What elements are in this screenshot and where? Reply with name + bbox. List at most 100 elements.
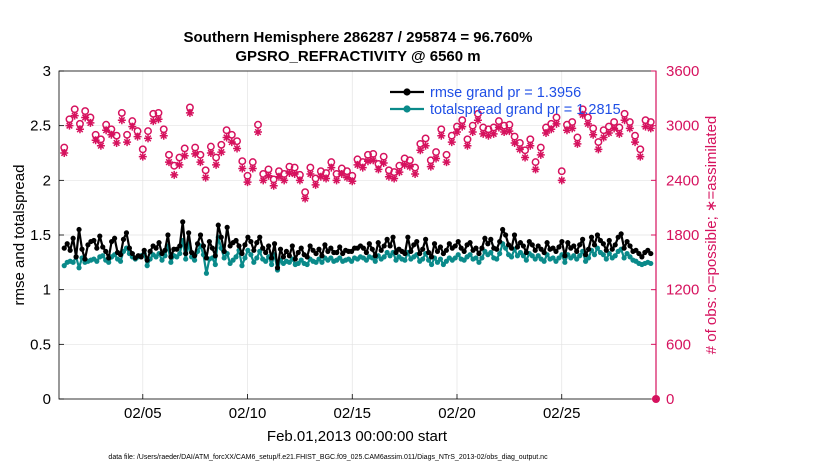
obs-assimilated-point [599,133,608,142]
totalspread-series-point [603,256,609,262]
totalspread-series-point [94,258,100,264]
totalspread-series-point [494,256,500,262]
obs-possible-point [123,130,132,139]
rmse-series-point [612,242,618,248]
rmse-series-point [577,242,583,248]
obs-assimilated-point [531,165,540,174]
obs-assimilated-point [306,169,315,178]
obs-possible-point [196,150,205,159]
obs-assimilated-point [133,132,142,141]
rmse-series-point [423,236,429,242]
totalspread-series-point [488,249,494,256]
obs-assimilated-point [479,129,488,138]
rmse-series-point [574,248,580,254]
obs-assimilated-point [269,181,278,190]
obs-assimilated-point [594,145,603,154]
rmse-series-point [511,232,518,238]
rmse-series-point [606,237,612,244]
totalspread-series-point [420,256,426,262]
totalspread-series-point [248,252,254,258]
rmse-series-point [434,248,441,254]
totalspread-series-point [523,257,529,263]
obs-assimilated-point [212,160,221,169]
totalspread-series-point [437,256,444,262]
obs-assimilated-point [290,169,299,178]
rmse-series-point [117,252,124,258]
obs-assimilated-point [238,164,247,173]
obs-assimilated-point [254,128,262,137]
obs-possible-point [201,166,210,175]
x-axis-label: Feb.01,2013 00:00:00 start [267,428,448,445]
rmse-series-point [494,246,500,252]
totalspread-series-point [183,256,189,262]
rmse-series-point [479,245,485,251]
rmse-series-point [544,240,550,246]
obs-assimilated-point [379,159,388,168]
obs-assimilated-point [641,122,650,131]
obs-assimilated-point [86,118,95,127]
y-left-tick-label: 0.5 [30,336,51,353]
rmse-series-point [390,234,396,240]
obs-assimilated-point [159,131,168,140]
rmse-series-point [141,247,147,253]
obs-assimilated-point [316,172,325,181]
obs-assimilated-point [81,113,90,122]
obs-assimilated-point [123,138,132,147]
rmse-series-point [319,253,325,259]
obs-assimilated-point [117,116,126,125]
obs-assimilated-point [458,122,467,131]
obs-assimilated-point [484,131,493,140]
rmse-series-point [200,243,207,249]
obs-assimilated-point [453,128,461,137]
obs-assimilated-point [615,129,624,138]
totalspread-series-point [251,259,257,265]
obs-assimilated-point [589,130,598,139]
obs-possible-point [254,120,262,129]
y-axis-left-ticks: 0 0.5 1 1.5 2 2.5 3 [30,63,64,408]
obs-assimilated-point [536,150,545,159]
rmse-series-point [369,246,375,252]
obs-possible-point [222,126,231,135]
totalspread-series-point [144,263,150,269]
obs-assimilated-point [280,176,289,185]
obs-assimilated-point [138,152,147,161]
legend-spread-label: totalspread grand pr = 1.2815 [430,102,621,118]
rmse-series-point [91,237,97,244]
rmse-series-point [260,245,266,251]
totalspread-series [61,234,654,276]
obs-possible-point [536,143,545,152]
rmse-series-point [209,245,215,251]
y-left-tick-label: 2 [43,172,51,189]
rmse-series-point [508,245,515,251]
obs-assimilated-point [557,176,566,185]
obs-assimilated-point [515,145,524,154]
rmse-series-point [236,243,242,249]
rmse-series-point [147,248,153,254]
rmse-series-point [580,236,586,242]
obs-assimilated-point [547,125,556,134]
rmse-series-point [360,245,367,251]
rmse-series-point [111,235,118,241]
rmse-series-point [585,246,592,252]
obs-assimilated-point [144,134,153,143]
obs-possible-point [217,140,226,149]
rmse-series-point [594,232,601,238]
obs-assimilated-point [65,121,74,130]
obs-possible-point [557,167,566,176]
obs-possible-point [212,153,221,162]
y-right-tick-label: 2400 [666,172,699,189]
obs-assimilated-point [217,148,226,157]
obs-assimilated-point [206,149,215,157]
rmse-series-point [381,243,387,249]
rmse-series-point [488,236,494,242]
rmse-series-point [461,248,467,254]
obs-possible-point [149,109,158,118]
obs-assimilated-point [343,173,352,182]
obs-assimilated-point [510,138,519,147]
totalspread-series-point [497,250,503,257]
obs-assimilated-point [285,169,294,178]
rmse-series-point [556,244,562,250]
rmse-series-point [600,241,606,247]
rmse-series-point [609,246,615,252]
